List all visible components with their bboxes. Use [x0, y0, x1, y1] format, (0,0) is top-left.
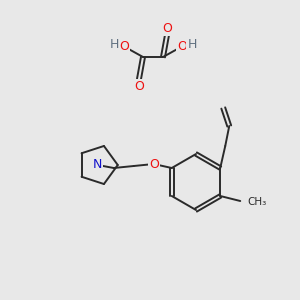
Text: O: O [162, 22, 172, 34]
Text: O: O [134, 80, 144, 92]
Text: N: N [93, 158, 102, 172]
Text: H: H [109, 38, 119, 52]
Text: O: O [177, 40, 187, 52]
Text: H: H [187, 38, 197, 52]
Text: O: O [149, 158, 159, 170]
Text: CH₃: CH₃ [247, 197, 266, 207]
Text: O: O [119, 40, 129, 52]
